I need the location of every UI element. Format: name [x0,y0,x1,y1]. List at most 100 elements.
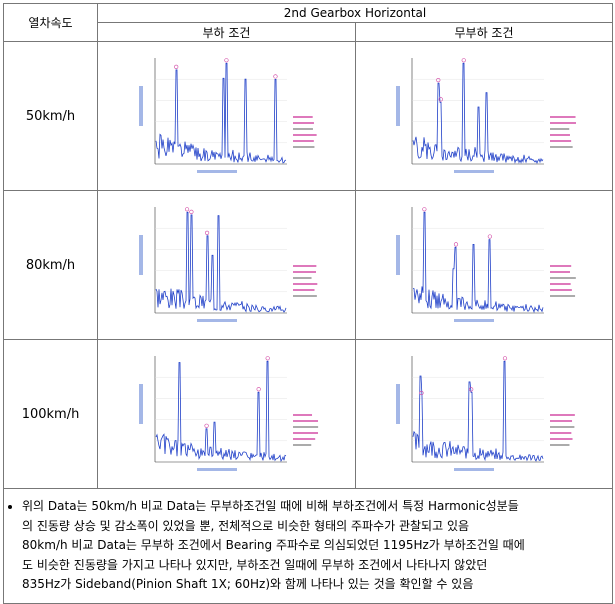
legend-text [292,122,314,124]
peak-marker [422,207,427,212]
legend-text [550,438,573,440]
spectrum-cell [354,41,614,191]
spectrum-image [138,356,318,471]
peak-marker [256,387,261,392]
spectrum-cell [354,190,614,340]
axis-title [138,384,143,424]
peak-marker [204,230,209,235]
spectrum-cell [354,339,614,489]
legend-text [550,128,570,130]
axis-title [454,170,494,173]
note-cell: 위의 Data는 50km/h 비교 Data는 무부하조건일 때에 비해 부하… [2,488,614,604]
legend-text [550,140,572,142]
legend-text [292,444,311,446]
axis-title [396,86,400,126]
axis-title [396,384,400,424]
peak-marker [469,387,474,392]
peak-marker [436,78,441,83]
note-list: 위의 Data는 50km/h 비교 Data는 무부하조건일 때에 비해 부하… [10,497,606,595]
axis-title [196,468,237,471]
legend-text [292,271,316,273]
header-loaded: 부하 조건 [97,22,356,42]
spectrum-image [138,58,317,173]
legend-text [550,414,575,416]
legend-text [550,122,576,124]
spectrum-line [412,62,544,165]
axis-title [196,319,237,322]
peak-marker [502,356,508,361]
header-unloaded: 무부하 조건 [354,22,614,42]
note-line: 도 비슷한 진동량을 가지고 나타나 있지만, 부하조건 일때에 무부하 조건에… [22,557,488,572]
spectrum-image [396,207,576,322]
spectrum-image [138,207,317,322]
legend-text [292,414,312,416]
spectrum-line [412,211,544,314]
row-speed: 50km/h [3,41,98,191]
peak-marker [203,423,209,428]
legend-text [550,289,572,291]
spectrum-cell [97,339,356,489]
legend-text [292,134,317,136]
legend-text [292,432,318,434]
axis-title [196,170,237,173]
spectrum-line [412,360,544,462]
axis-title [138,86,143,126]
legend-text [550,277,576,279]
axis-title [454,468,494,471]
legend-text [292,295,317,297]
legend-text [292,140,314,142]
peak-marker [438,97,443,102]
note-line: 835Hz가 Sideband(Pinion Shaft 1X; 60Hz)와 … [22,577,474,591]
spectrum-image [396,58,576,173]
header-title: 2nd Gearbox Horizontal [96,3,614,23]
peak-marker [461,58,466,63]
peak-marker [419,390,424,396]
peak-marker [223,58,229,63]
row-speed: 100km/h [3,339,98,489]
legend-text [550,444,570,446]
legend-text [292,426,318,428]
legend-text [550,271,571,273]
axis-title [138,235,143,275]
spectrum-cell [97,190,356,340]
axis-title [396,235,400,275]
legend-text [292,289,315,291]
peak-marker [453,242,459,247]
note-item: 위의 Data는 50km/h 비교 Data는 무부하조건일 때에 비해 부하… [22,497,606,595]
peak-marker [487,234,492,239]
row-speed: 80km/h [3,190,98,340]
peak-marker [272,74,278,79]
spectrum-line [155,211,286,313]
header-speed: 열차속도 [3,3,98,42]
peak-marker [184,207,189,212]
legend-text [550,134,570,136]
legend-text [292,438,315,440]
peak-marker [173,64,178,70]
peak-marker [265,356,270,361]
legend-text [292,420,318,422]
legend-text [292,277,312,279]
legend-text [292,283,317,285]
note-line: 80km/h 비교 Data는 무부하 조건에서 Bearing 주파수로 의심… [22,538,525,552]
legend-text [550,295,576,297]
note-line: 의 진동량 상승 및 감소폭이 있었을 뿐, 전체적으로 비슷한 형태의 주파수… [22,518,470,533]
spectrum-line [155,360,286,462]
axis-title [454,319,494,322]
legend-text [550,283,571,285]
legend-text [292,146,314,148]
legend-text [292,116,313,118]
spectrum-line [155,62,286,164]
legend-text [550,116,576,118]
peak-marker [188,209,193,214]
legend-text [550,432,572,434]
spectrum-cell [97,41,356,191]
note-line: 위의 Data는 50km/h 비교 Data는 무부하조건일 때에 비해 부하… [22,499,519,513]
legend-text [550,146,573,148]
legend-text [292,128,313,130]
comparison-table: 열차속도 2nd Gearbox Horizontal 부하 조건 무부하 조건… [2,3,614,604]
legend-text [550,426,575,428]
spectrum-image [396,356,575,471]
legend-text [550,265,572,267]
legend-text [292,265,316,267]
